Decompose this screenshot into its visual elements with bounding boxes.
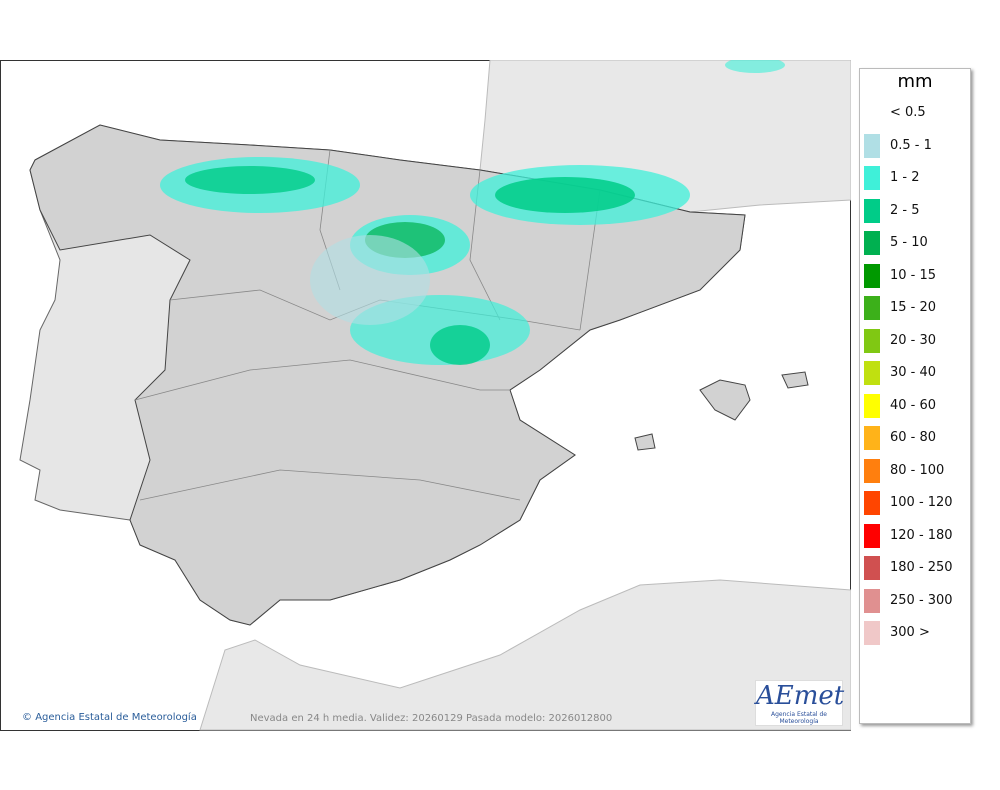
legend-item: 80 - 100 — [864, 458, 964, 485]
logo: AEmet Agencia Estatal de Meteorología — [755, 680, 845, 726]
legend-item: 180 - 250 — [864, 556, 964, 582]
legend-swatch — [864, 426, 880, 450]
credit: © Agencia Estatal de Meteorología — [22, 712, 197, 723]
legend-swatch — [864, 588, 880, 613]
legend-label: 20 - 30 — [890, 332, 937, 348]
legend-swatch — [864, 231, 880, 255]
legend-swatch — [864, 556, 880, 580]
legend: mm < 0.5 0.5 - 1 1 - 2 2 - 5 5 - 10 10 - 15 15… — [859, 68, 971, 724]
menorca — [781, 371, 809, 389]
legend-item: 10 - 15 — [864, 263, 964, 290]
caption: Nevada en 24 h media. Validez: 20260129 … — [250, 713, 613, 724]
logo-text: AEmet — [756, 681, 845, 711]
legend-label: 30 - 40 — [890, 365, 937, 380]
credit-text: Agencia Estatal de Meteorología — [35, 712, 197, 723]
legend-label: 40 - 60 — [890, 397, 937, 413]
legend-swatch — [864, 458, 880, 483]
legend-swatch — [864, 263, 880, 288]
legend-label: 10 - 15 — [890, 267, 937, 283]
legend-item: 15 - 20 — [864, 296, 964, 322]
legend-label: 180 - 250 — [890, 560, 953, 575]
africa — [199, 579, 851, 731]
legend-swatch — [864, 361, 880, 385]
legend-label: 2 - 5 — [890, 202, 920, 218]
legend-label: 15 - 20 — [890, 300, 937, 315]
legend-item: 120 - 180 — [864, 523, 964, 550]
legend-item: 30 - 40 — [864, 361, 964, 387]
legend-label: 0.5 - 1 — [890, 137, 932, 153]
legend-swatch — [864, 198, 880, 223]
legend-swatch — [864, 133, 880, 158]
legend-label: < 0.5 — [890, 105, 926, 120]
legend-item: 1 - 2 — [864, 166, 964, 192]
mallorca — [699, 379, 751, 421]
legend-swatch — [864, 523, 880, 548]
ibiza — [634, 433, 656, 451]
legend-label: 100 - 120 — [890, 495, 953, 510]
legend-label: 120 - 180 — [890, 527, 953, 543]
legend-item: 2 - 5 — [864, 198, 964, 225]
legend-label: 80 - 100 — [890, 462, 945, 478]
legend-item: 60 - 80 — [864, 426, 964, 452]
legend-swatch — [864, 621, 880, 645]
legend-item: 5 - 10 — [864, 231, 964, 257]
legend-item: 100 - 120 — [864, 491, 964, 517]
map — [0, 60, 851, 731]
legend-label: 1 - 2 — [890, 170, 920, 185]
legend-label: 5 - 10 — [890, 235, 928, 250]
legend-label: 60 - 80 — [890, 430, 937, 445]
snow-areas — [160, 60, 785, 365]
legend-item: 40 - 60 — [864, 393, 964, 420]
legend-item: 0.5 - 1 — [864, 133, 964, 160]
logo-subtitle: Agencia Estatal de Meteorología — [770, 711, 827, 725]
legend-swatch — [864, 491, 880, 515]
legend-swatch — [864, 296, 880, 320]
legend-label: 300 > — [890, 625, 930, 640]
legend-item: < 0.5 — [864, 101, 964, 127]
legend-item: 250 - 300 — [864, 588, 964, 615]
legend-swatch — [864, 166, 880, 190]
legend-label: 250 - 300 — [890, 592, 953, 608]
legend-swatch — [864, 328, 880, 353]
legend-item: 20 - 30 — [864, 328, 964, 355]
legend-swatch — [864, 393, 880, 418]
legend-title: mm — [897, 71, 933, 92]
legend-item: 300 > — [864, 621, 964, 647]
